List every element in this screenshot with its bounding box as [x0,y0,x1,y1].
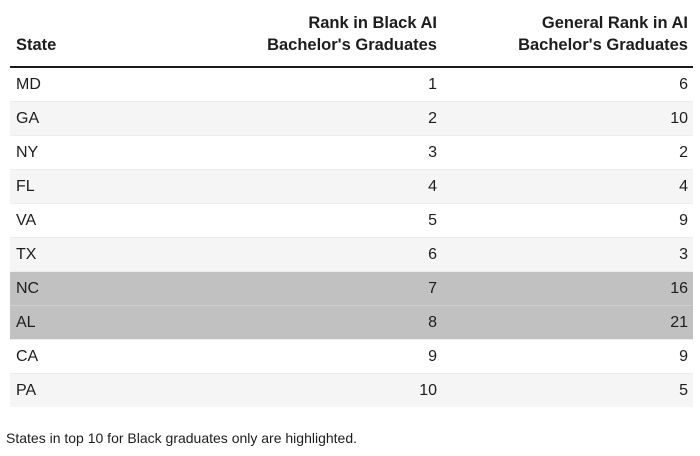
table-row-va: VA 5 9 [10,203,693,238]
table-body: MD 1 6 GA 2 10 NY 3 2 FL 4 4 VA 5 [10,67,693,407]
black-ai-rank-cell: 8 [186,305,437,340]
general-rank-cell: 6 [679,75,688,93]
black-ai-rank-cell: 1 [428,75,437,93]
black-ai-rank-cell: 7 [186,271,437,306]
table-row-nc-highlighted: NC 7 16 [10,271,693,306]
black-ai-rank-cell: 4 [186,169,437,204]
black-ai-rank-cell: 2 [186,101,437,136]
state-cell: FL [10,169,186,204]
state-cell: MD [16,75,41,93]
general-rank-cell: 21 [437,305,693,340]
general-rank-cell: 9 [437,203,693,238]
table-row-ny: NY 3 2 [10,135,693,170]
general-rank-cell: 5 [437,373,693,407]
header-row: State Rank in Black AI Bachelor's Gradua… [10,0,693,68]
general-rank-cell: 16 [437,271,693,306]
state-cell: TX [10,237,186,272]
state-cell: AL [10,305,186,340]
state-cell: PA [10,373,186,407]
state-ai-rank-table: State Rank in Black AI Bachelor's Gradua… [10,0,693,407]
black-ai-rank-cell: 9 [186,339,437,374]
table-row-tx: TX 6 3 [10,237,693,272]
state-cell: CA [10,339,186,374]
state-cell: NY [10,135,186,170]
table-row-pa: PA 10 5 [10,373,693,407]
column-header-black-ai-rank: Rank in Black AI Bachelor's Graduates [186,0,437,68]
table-row-ca: CA 9 9 [10,339,693,374]
state-cell: NC [10,271,186,306]
column-header-state: State [10,0,186,68]
general-rank-cell: 9 [437,339,693,374]
table-row-ga: GA 2 10 [10,101,693,136]
state-cell: VA [10,203,186,238]
table-footnote: States in top 10 for Black graduates onl… [6,430,357,446]
table-row-al-highlighted: AL 8 21 [10,305,693,340]
column-header-general-rank: General Rank in AI Bachelor's Graduates [437,0,693,68]
black-ai-rank-cell: 3 [186,135,437,170]
general-rank-cell: 4 [437,169,693,204]
black-ai-rank-cell: 6 [186,237,437,272]
general-rank-cell: 10 [437,101,693,136]
table-row-fl: FL 4 4 [10,169,693,204]
black-ai-rank-cell: 5 [186,203,437,238]
black-ai-rank-cell: 10 [186,373,437,407]
state-cell: GA [10,101,186,136]
general-rank-cell: 3 [437,237,693,272]
table-row-md: MD 1 6 [10,67,693,102]
table-header: State Rank in Black AI Bachelor's Gradua… [10,0,693,68]
general-rank-cell: 2 [437,135,693,170]
